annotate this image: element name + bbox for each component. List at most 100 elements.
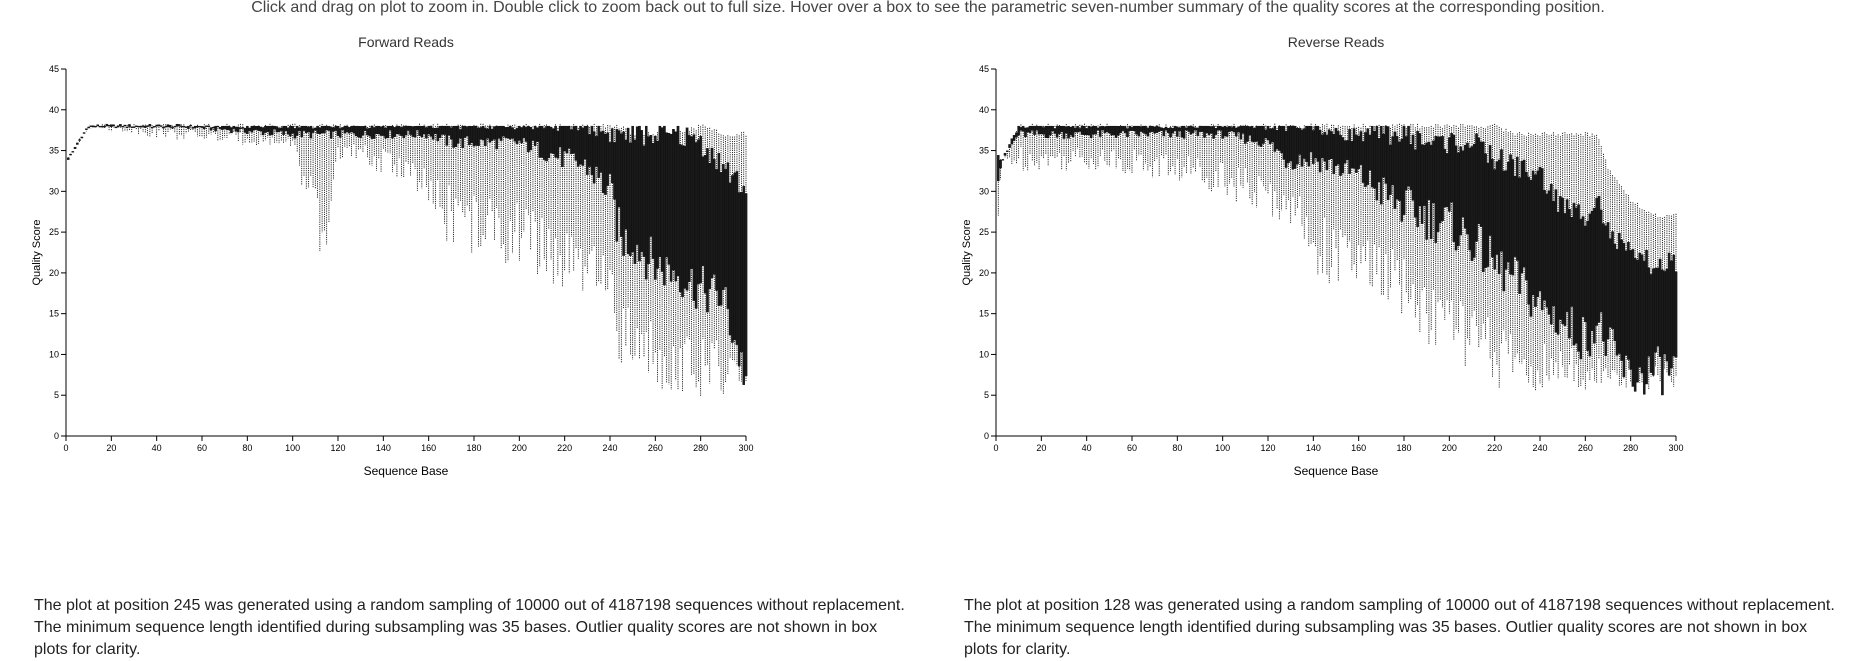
forward-box-position[interactable]	[139, 125, 143, 129]
reverse-box-position[interactable]	[1355, 127, 1358, 279]
forward-box-position[interactable]	[633, 135, 637, 356]
reverse-box-position[interactable]	[1654, 213, 1657, 367]
forward-box-position[interactable]	[78, 138, 81, 142]
forward-box-position[interactable]	[570, 126, 573, 237]
forward-box-position[interactable]	[459, 124, 462, 201]
reverse-box-position[interactable]	[1450, 127, 1453, 302]
forward-box-position[interactable]	[359, 126, 362, 149]
forward-box-position[interactable]	[345, 124, 349, 149]
forward-box-position[interactable]	[561, 125, 564, 288]
reverse-box-position[interactable]	[1375, 125, 1379, 275]
forward-box-position[interactable]	[649, 135, 653, 322]
reverse-box-position[interactable]	[1085, 125, 1088, 166]
reverse-box-position[interactable]	[1606, 169, 1610, 378]
forward-box-position[interactable]	[89, 125, 93, 129]
reverse-box-position[interactable]	[1667, 215, 1671, 377]
forward-box-position[interactable]	[214, 125, 217, 135]
reverse-box-position[interactable]	[1194, 126, 1197, 173]
forward-box-position[interactable]	[221, 125, 224, 140]
forward-box-position[interactable]	[499, 125, 503, 249]
forward-box-position[interactable]	[706, 128, 709, 365]
reverse-box-position[interactable]	[1332, 124, 1336, 230]
reverse-box-position[interactable]	[1438, 126, 1442, 300]
forward-box-position[interactable]	[597, 125, 600, 282]
reverse-box-position[interactable]	[1661, 217, 1664, 396]
forward-box-position[interactable]	[329, 126, 333, 202]
forward-box-position[interactable]	[574, 125, 578, 250]
reverse-box-position[interactable]	[1298, 126, 1302, 197]
reverse-box-position[interactable]	[1162, 128, 1166, 159]
reverse-box-position[interactable]	[1602, 153, 1605, 371]
forward-box-position[interactable]	[85, 128, 88, 132]
forward-box-position[interactable]	[545, 124, 548, 271]
reverse-box-position[interactable]	[1561, 132, 1564, 367]
reverse-box-position[interactable]	[1101, 125, 1104, 151]
forward-box-position[interactable]	[565, 125, 569, 235]
forward-box-position[interactable]	[626, 127, 630, 309]
reverse-box-position[interactable]	[1402, 124, 1406, 260]
forward-box-position[interactable]	[216, 125, 220, 141]
reverse-box-position[interactable]	[1146, 126, 1150, 172]
reverse-box-position[interactable]	[1117, 125, 1120, 159]
forward-box-position[interactable]	[620, 127, 623, 363]
forward-box-position[interactable]	[293, 123, 297, 146]
forward-box-position[interactable]	[148, 124, 152, 137]
forward-box-position[interactable]	[162, 124, 165, 134]
reverse-box-position[interactable]	[1325, 123, 1329, 275]
forward-box-position[interactable]	[309, 125, 313, 177]
forward-box-position[interactable]	[493, 126, 496, 240]
forward-box-position[interactable]	[644, 125, 648, 333]
forward-box-position[interactable]	[427, 125, 430, 201]
reverse-box-position[interactable]	[1364, 126, 1367, 262]
reverse-box-position[interactable]	[1080, 124, 1084, 157]
reverse-box-position[interactable]	[1631, 202, 1635, 387]
reverse-box-position[interactable]	[1262, 123, 1265, 187]
reverse-box-position[interactable]	[1241, 125, 1245, 188]
forward-box-position[interactable]	[422, 124, 426, 169]
reverse-box-position[interactable]	[1672, 214, 1676, 387]
reverse-box-position[interactable]	[1103, 126, 1107, 161]
forward-box-position[interactable]	[595, 125, 598, 286]
forward-box-position[interactable]	[96, 124, 100, 127]
forward-box-position[interactable]	[227, 125, 231, 135]
reverse-box-position[interactable]	[1216, 123, 1220, 188]
forward-box-position[interactable]	[223, 125, 226, 138]
forward-box-position[interactable]	[212, 126, 215, 133]
forward-box-position[interactable]	[316, 125, 319, 198]
reverse-box-position[interactable]	[1291, 125, 1295, 197]
forward-box-position[interactable]	[400, 124, 403, 178]
forward-box-position[interactable]	[608, 125, 612, 271]
reverse-box-position[interactable]	[1633, 203, 1637, 392]
forward-box-position[interactable]	[239, 123, 242, 134]
reverse-box-position[interactable]	[1219, 125, 1222, 163]
forward-box-position[interactable]	[416, 125, 419, 191]
reverse-box-position[interactable]	[1148, 125, 1152, 168]
reverse-box-position[interactable]	[1622, 190, 1626, 380]
forward-box-position[interactable]	[660, 127, 664, 390]
reverse-box-position[interactable]	[1248, 126, 1252, 199]
reverse-box-position[interactable]	[1520, 133, 1524, 364]
reverse-box-position[interactable]	[1012, 135, 1016, 161]
reverse-box-position[interactable]	[1123, 125, 1127, 173]
forward-box-position[interactable]	[495, 125, 498, 208]
reverse-box-position[interactable]	[1024, 127, 1027, 168]
forward-box-position[interactable]	[73, 146, 77, 149]
reverse-box-position[interactable]	[1404, 128, 1408, 293]
forward-box-position[interactable]	[357, 125, 360, 151]
reverse-box-position[interactable]	[1504, 128, 1508, 341]
reverse-box-position[interactable]	[1574, 133, 1578, 365]
reverse-box-position[interactable]	[1200, 125, 1204, 181]
reverse-box-position[interactable]	[1674, 213, 1678, 377]
reverse-box-position[interactable]	[1139, 124, 1143, 155]
forward-box-position[interactable]	[196, 124, 199, 137]
reverse-box-position[interactable]	[1393, 126, 1397, 271]
forward-box-position[interactable]	[205, 125, 208, 138]
reverse-box-position[interactable]	[1210, 123, 1213, 192]
forward-box-position[interactable]	[694, 130, 698, 388]
reverse-box-position[interactable]	[1126, 124, 1129, 169]
reverse-box-position[interactable]	[1572, 135, 1576, 382]
reverse-box-position[interactable]	[1160, 127, 1163, 156]
forward-box-position[interactable]	[527, 125, 530, 215]
forward-box-position[interactable]	[450, 125, 453, 212]
reverse-box-position[interactable]	[1339, 126, 1342, 230]
